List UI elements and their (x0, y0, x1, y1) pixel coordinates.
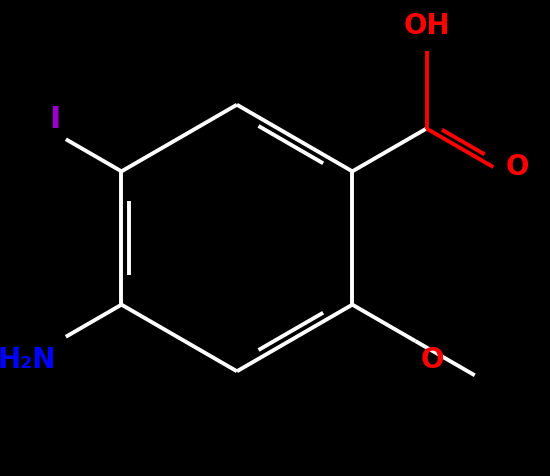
Text: O: O (505, 153, 529, 181)
Text: O: O (420, 346, 444, 374)
Text: H₂N: H₂N (0, 347, 56, 374)
Text: OH: OH (403, 11, 450, 40)
Text: I: I (50, 106, 61, 134)
